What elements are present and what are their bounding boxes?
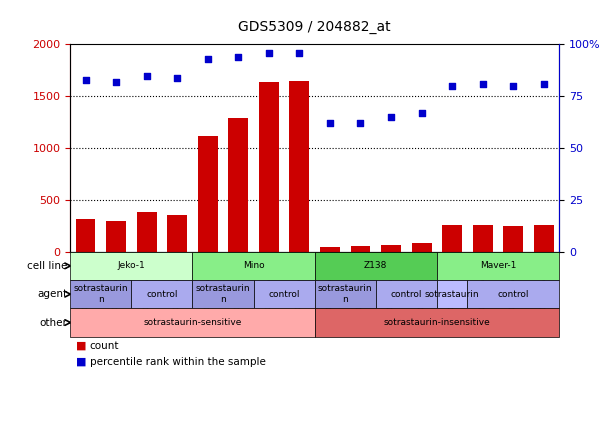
Point: [111, 78, 121, 85]
Bar: [503, 226, 523, 252]
Text: other: other: [39, 318, 67, 327]
Text: sotrastaurin-insensitive: sotrastaurin-insensitive: [384, 318, 490, 327]
Text: control: control: [497, 290, 529, 299]
Point: [81, 76, 90, 83]
Text: sotrastaurin-sensitive: sotrastaurin-sensitive: [143, 318, 242, 327]
Bar: [229, 118, 248, 252]
Bar: [290, 81, 309, 252]
Point: [417, 110, 426, 116]
Text: Jeko-1: Jeko-1: [117, 261, 145, 270]
Bar: [473, 225, 492, 252]
Text: cell line: cell line: [27, 261, 67, 271]
Point: [325, 120, 335, 126]
Text: sotrastaurin: sotrastaurin: [425, 290, 480, 299]
Text: ■: ■: [76, 341, 87, 351]
Bar: [534, 225, 554, 252]
Point: [478, 80, 488, 87]
Text: Z138: Z138: [364, 261, 387, 270]
Point: [356, 120, 365, 126]
Text: count: count: [90, 341, 119, 351]
Text: ■: ■: [76, 357, 87, 367]
Bar: [167, 215, 187, 252]
Bar: [351, 246, 370, 252]
Bar: [259, 82, 279, 252]
Point: [539, 80, 549, 87]
Bar: [381, 245, 401, 252]
Text: Mino: Mino: [243, 261, 265, 270]
Text: control: control: [268, 290, 300, 299]
Bar: [412, 243, 431, 252]
Text: Maver-1: Maver-1: [480, 261, 516, 270]
Text: control: control: [390, 290, 422, 299]
Text: agent: agent: [37, 289, 67, 299]
Text: sotrastaurin
n: sotrastaurin n: [318, 285, 373, 304]
Point: [233, 53, 243, 60]
Text: percentile rank within the sample: percentile rank within the sample: [90, 357, 266, 367]
Point: [203, 55, 213, 62]
Bar: [76, 219, 95, 252]
Point: [447, 82, 457, 89]
Bar: [106, 221, 126, 252]
Text: sotrastaurin
n: sotrastaurin n: [73, 285, 128, 304]
Bar: [442, 225, 462, 252]
Text: GDS5309 / 204882_at: GDS5309 / 204882_at: [238, 20, 391, 34]
Bar: [198, 136, 218, 252]
Point: [142, 72, 152, 79]
Point: [295, 49, 304, 56]
Bar: [320, 247, 340, 252]
Point: [386, 114, 396, 121]
Text: control: control: [146, 290, 178, 299]
Bar: [137, 212, 156, 252]
Point: [264, 49, 274, 56]
Text: sotrastaurin
n: sotrastaurin n: [196, 285, 251, 304]
Point: [508, 82, 518, 89]
Point: [172, 74, 182, 81]
